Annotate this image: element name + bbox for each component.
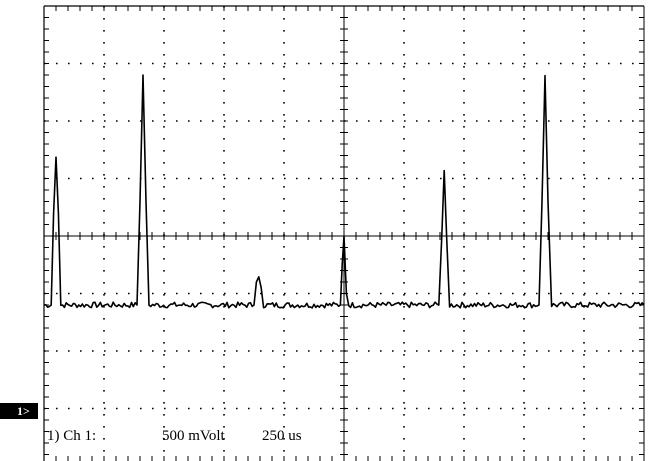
- waveform-trace: [43, 74, 645, 309]
- channel-marker: 1>: [0, 403, 38, 419]
- readout-time-per-div: 250 us: [262, 428, 302, 444]
- scale-readout: 1) Ch 1: 500 mVolt 250 us: [47, 428, 302, 444]
- trace-line: [43, 74, 645, 309]
- readout-channel: 1) Ch 1:: [47, 428, 96, 444]
- graticule: [43, 5, 645, 461]
- channel-marker-label: 1>: [17, 404, 30, 418]
- channel-marker-box: [0, 403, 38, 419]
- readout-volts-per-div: 500 mVolt: [162, 428, 225, 444]
